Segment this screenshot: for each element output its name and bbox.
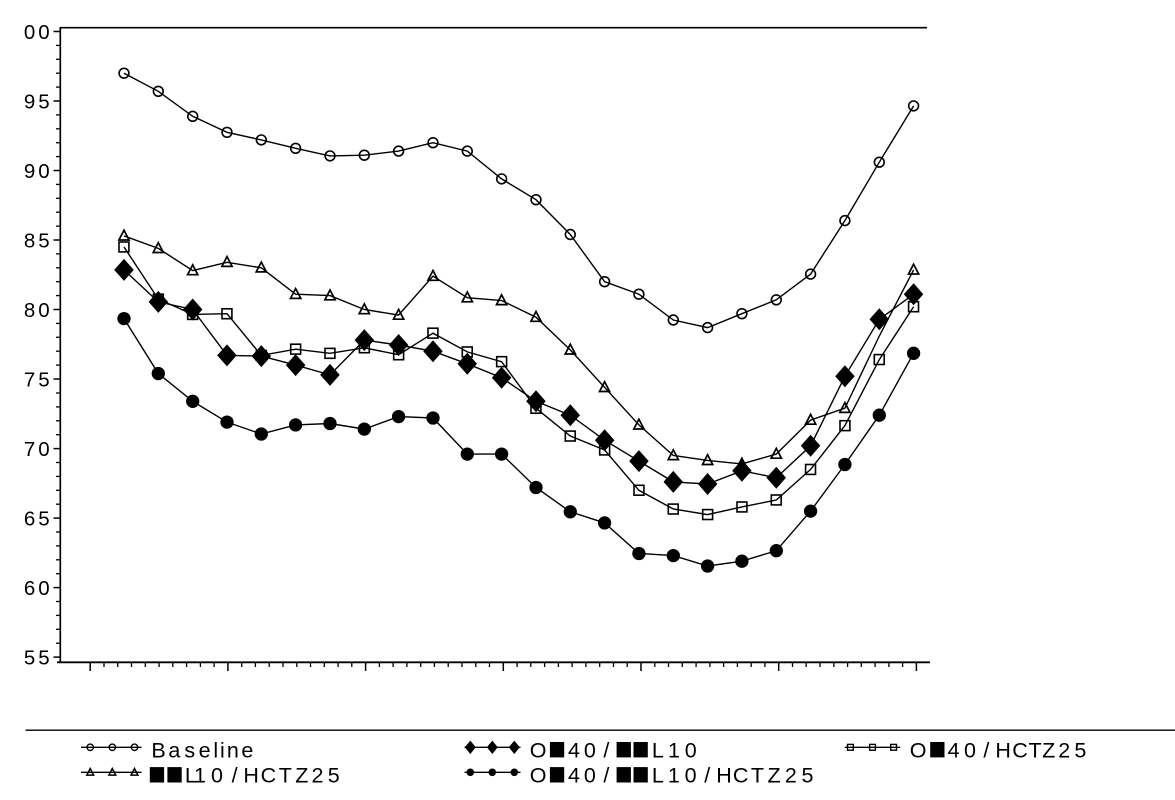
svg-text:T: T bbox=[751, 764, 764, 788]
svg-text:L: L bbox=[652, 738, 664, 762]
svg-text:H: H bbox=[243, 764, 259, 788]
svg-text:0: 0 bbox=[964, 738, 976, 762]
svg-text:0: 0 bbox=[38, 438, 49, 461]
svg-text:e: e bbox=[241, 738, 253, 762]
svg-text:4: 4 bbox=[948, 738, 960, 762]
svg-text:9: 9 bbox=[24, 90, 35, 113]
svg-text:0: 0 bbox=[24, 21, 35, 44]
svg-text:5: 5 bbox=[38, 646, 49, 669]
svg-text:T: T bbox=[279, 764, 292, 788]
svg-text:O: O bbox=[910, 738, 927, 762]
svg-text:6: 6 bbox=[24, 577, 35, 600]
svg-text:5: 5 bbox=[38, 368, 49, 391]
svg-text:0: 0 bbox=[38, 299, 49, 322]
svg-text:C: C bbox=[1012, 738, 1028, 762]
svg-text:/: / bbox=[704, 764, 710, 788]
svg-text:s: s bbox=[184, 738, 195, 762]
svg-text:1: 1 bbox=[194, 764, 206, 788]
svg-text:B: B bbox=[151, 738, 165, 762]
svg-text:0: 0 bbox=[584, 738, 596, 762]
svg-text:5: 5 bbox=[38, 507, 49, 530]
svg-text:5: 5 bbox=[328, 764, 340, 788]
svg-text:L: L bbox=[652, 764, 664, 788]
svg-text:7: 7 bbox=[24, 438, 35, 461]
svg-text:/: / bbox=[603, 764, 609, 788]
svg-text:0: 0 bbox=[584, 764, 596, 788]
svg-text:2: 2 bbox=[785, 764, 797, 788]
svg-text:Z: Z bbox=[1042, 738, 1055, 762]
svg-text:0: 0 bbox=[211, 764, 223, 788]
svg-text:4: 4 bbox=[568, 764, 580, 788]
svg-text:Z: Z bbox=[295, 764, 308, 788]
svg-text:0: 0 bbox=[685, 738, 697, 762]
svg-text:5: 5 bbox=[38, 90, 49, 113]
svg-text:i: i bbox=[220, 738, 225, 762]
svg-text:O: O bbox=[530, 764, 547, 788]
svg-text:L: L bbox=[185, 764, 197, 788]
svg-text:0: 0 bbox=[685, 764, 697, 788]
svg-text:0: 0 bbox=[38, 577, 49, 600]
svg-text:7: 7 bbox=[24, 368, 35, 391]
svg-text:H: H bbox=[995, 738, 1011, 762]
svg-text:1: 1 bbox=[668, 764, 680, 788]
svg-text:8: 8 bbox=[24, 299, 35, 322]
svg-text:/: / bbox=[603, 738, 609, 762]
svg-text:C: C bbox=[261, 764, 277, 788]
svg-text:H: H bbox=[716, 764, 732, 788]
svg-text:n: n bbox=[227, 738, 239, 762]
svg-text:4: 4 bbox=[568, 738, 580, 762]
svg-text:2: 2 bbox=[312, 764, 324, 788]
svg-text:9: 9 bbox=[24, 160, 35, 183]
svg-text:5: 5 bbox=[24, 646, 35, 669]
svg-text:l: l bbox=[213, 738, 218, 762]
svg-text:0: 0 bbox=[38, 160, 49, 183]
svg-text:1: 1 bbox=[668, 738, 680, 762]
svg-text:/: / bbox=[232, 764, 238, 788]
svg-text:8: 8 bbox=[24, 229, 35, 252]
svg-text:5: 5 bbox=[38, 229, 49, 252]
svg-text:Z: Z bbox=[768, 764, 781, 788]
svg-text:T: T bbox=[1029, 738, 1042, 762]
svg-text:O: O bbox=[530, 738, 547, 762]
svg-text:2: 2 bbox=[1058, 738, 1070, 762]
svg-text:/: / bbox=[983, 738, 989, 762]
svg-text:6: 6 bbox=[24, 507, 35, 530]
svg-text:a: a bbox=[168, 738, 180, 762]
svg-text:5: 5 bbox=[1074, 738, 1086, 762]
svg-text:e: e bbox=[199, 738, 211, 762]
svg-text:0: 0 bbox=[38, 21, 49, 44]
svg-text:C: C bbox=[733, 764, 749, 788]
svg-text:5: 5 bbox=[802, 764, 814, 788]
